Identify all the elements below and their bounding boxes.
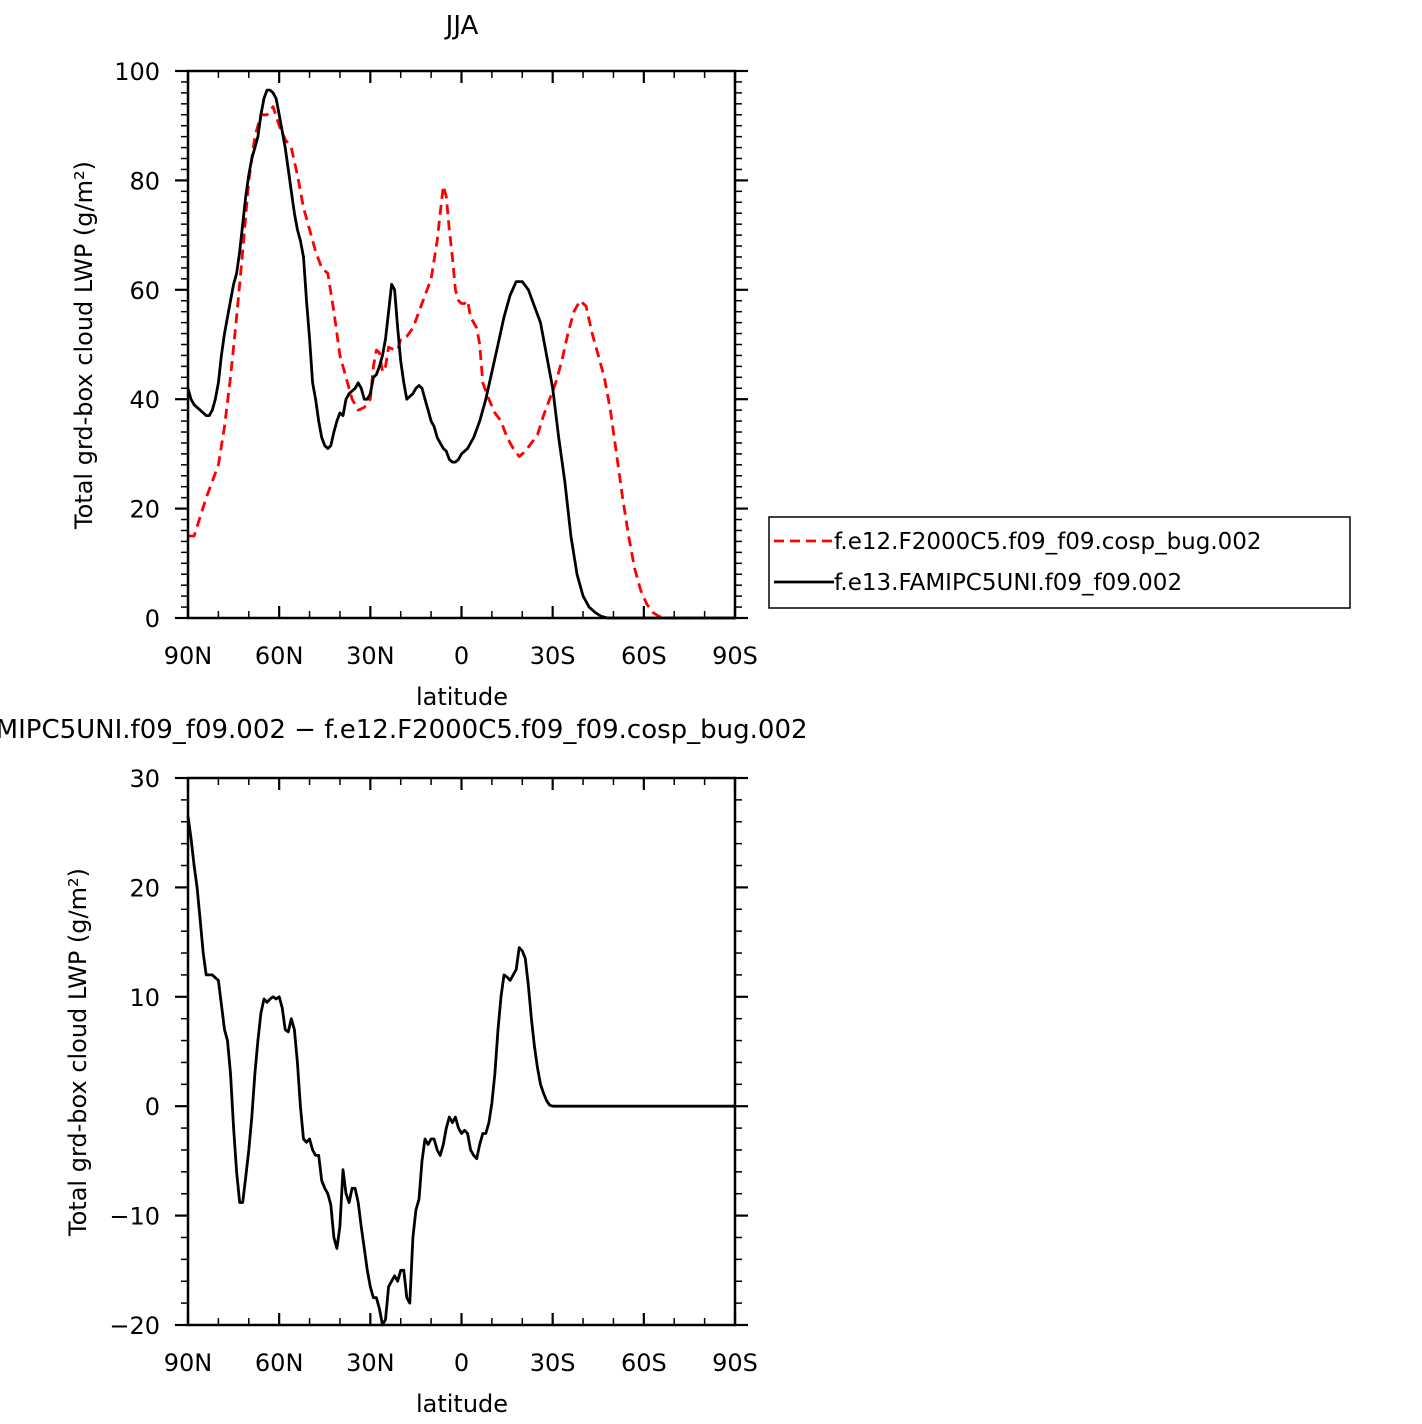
bottom-x-tick-label: 30S: [530, 1349, 576, 1377]
bottom-x-tick-label: 30N: [346, 1349, 395, 1377]
top-x-tick-label: 60S: [621, 642, 667, 670]
bottom-x-tick-label: 90S: [712, 1349, 758, 1377]
bottom-tick-labels: 90N 60N 30N 0 30S 60S 90S −20 −10 0 10 20 30: [109, 765, 758, 1377]
bottom-y-tick-label: −10: [109, 1203, 160, 1231]
bottom-y-axis-label: Total grd-box cloud LWP (g/m²): [64, 868, 92, 1237]
top-x-tick-label: 60N: [255, 642, 304, 670]
bottom-y-tick-label: −20: [109, 1312, 160, 1340]
top-x-tick-label: 90S: [712, 642, 758, 670]
bottom-x-tick-label: 60N: [255, 1349, 304, 1377]
bottom-x-tick-label: 60S: [621, 1349, 667, 1377]
top-y-tick-label: 100: [114, 58, 160, 86]
bottom-x-axis-label: latitude: [416, 1390, 508, 1418]
bottom-y-tick-label: 20: [129, 874, 160, 902]
top-series-line-1: [188, 105, 735, 620]
legend-box: [768, 516, 1351, 609]
bottom-series-line-1: [186, 816, 735, 1327]
legend-label-series-2: f.e13.FAMIPC5UNI.f09_f09.002: [834, 570, 1182, 596]
top-y-tick-label: 40: [129, 386, 160, 414]
legend-label-series-1: f.e12.F2000C5.f09_f09.cosp_bug.002: [834, 529, 1262, 555]
bottom-panel: f.e13.FAMIPC5UNI.f09_f09.002 − f.e12.F20…: [0, 715, 808, 1418]
top-x-tick-label: 0: [454, 642, 469, 670]
top-y-tick-label: 0: [145, 605, 160, 633]
bottom-y-tick-label: 30: [129, 765, 160, 793]
top-tick-labels: 90N 60N 30N 0 30S 60S 90S 0 20 40 60 80 100: [114, 58, 758, 670]
bottom-y-tick-label: 0: [145, 1093, 160, 1121]
top-x-axis-label: latitude: [416, 683, 508, 711]
bottom-x-tick-label: 0: [454, 1349, 469, 1377]
bottom-axis-ticks: [175, 776, 748, 1327]
top-series-line-2: [186, 88, 735, 620]
top-x-tick-label: 90N: [164, 642, 213, 670]
legend: f.e12.F2000C5.f09_f09.cosp_bug.002 f.e13…: [768, 516, 1351, 609]
bottom-chart-title: f.e13.FAMIPC5UNI.f09_f09.002 − f.e12.F20…: [0, 715, 808, 745]
bottom-plot-frame: [186, 776, 737, 1327]
bottom-series-lines: [186, 816, 735, 1327]
top-y-tick-label: 20: [129, 496, 160, 524]
top-panel: JJA Total grd-box cloud LWP (g/m²) latit…: [70, 11, 758, 711]
top-chart-title: JJA: [444, 11, 479, 41]
top-y-tick-label: 80: [129, 167, 160, 195]
bottom-y-tick-label: 10: [129, 984, 160, 1012]
top-plot-frame: [186, 69, 737, 620]
top-y-tick-label: 60: [129, 277, 160, 305]
top-x-tick-label: 30N: [346, 642, 395, 670]
top-axis-ticks: [175, 69, 748, 620]
top-series-lines: [186, 88, 735, 620]
top-x-tick-label: 30S: [530, 642, 576, 670]
bottom-x-tick-label: 90N: [164, 1349, 213, 1377]
top-y-axis-label: Total grd-box cloud LWP (g/m²): [70, 161, 98, 530]
